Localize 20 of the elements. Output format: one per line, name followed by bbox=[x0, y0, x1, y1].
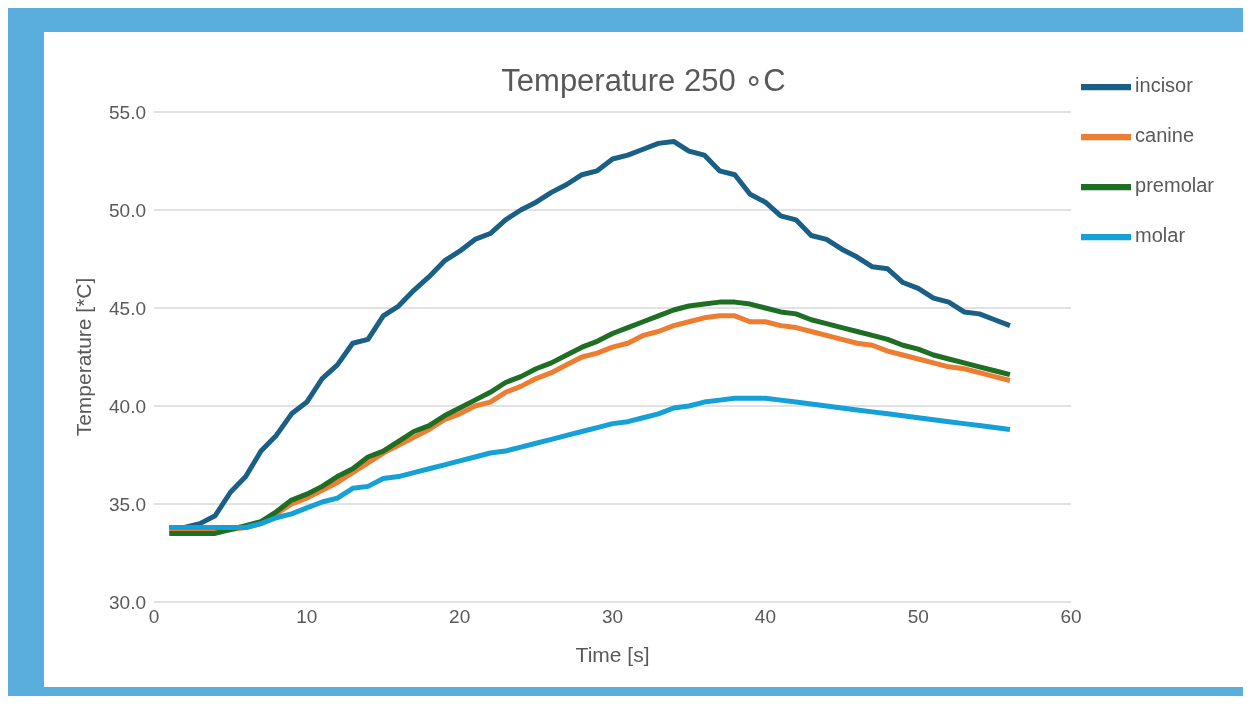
y-tick-label: 55.0 bbox=[109, 101, 146, 123]
legend-label: premolar bbox=[1135, 174, 1214, 197]
legend-label: molar bbox=[1135, 224, 1186, 247]
chart-title: Temperature 250 ∘C bbox=[501, 63, 786, 98]
x-axis-title: Time [s] bbox=[575, 643, 650, 666]
x-tick-label: 40 bbox=[754, 606, 776, 628]
y-tick-label: 45.0 bbox=[109, 297, 146, 319]
x-tick-label: 30 bbox=[601, 606, 624, 628]
y-tick-label: 35.0 bbox=[109, 493, 146, 515]
y-tick-label: 50.0 bbox=[109, 199, 146, 221]
x-tick-label: 0 bbox=[148, 606, 160, 628]
x-tick-label: 60 bbox=[1060, 606, 1082, 628]
y-tick-label: 30.0 bbox=[109, 591, 146, 613]
x-tick-label: 50 bbox=[907, 606, 929, 628]
y-tick-label: 40.0 bbox=[109, 395, 146, 417]
legend-label: incisor bbox=[1135, 74, 1193, 97]
y-axis-title: Temperature [*C] bbox=[72, 277, 96, 437]
x-tick-label: 10 bbox=[296, 606, 318, 628]
x-tick-label: 20 bbox=[449, 606, 471, 628]
legend-label: canine bbox=[1135, 124, 1195, 147]
